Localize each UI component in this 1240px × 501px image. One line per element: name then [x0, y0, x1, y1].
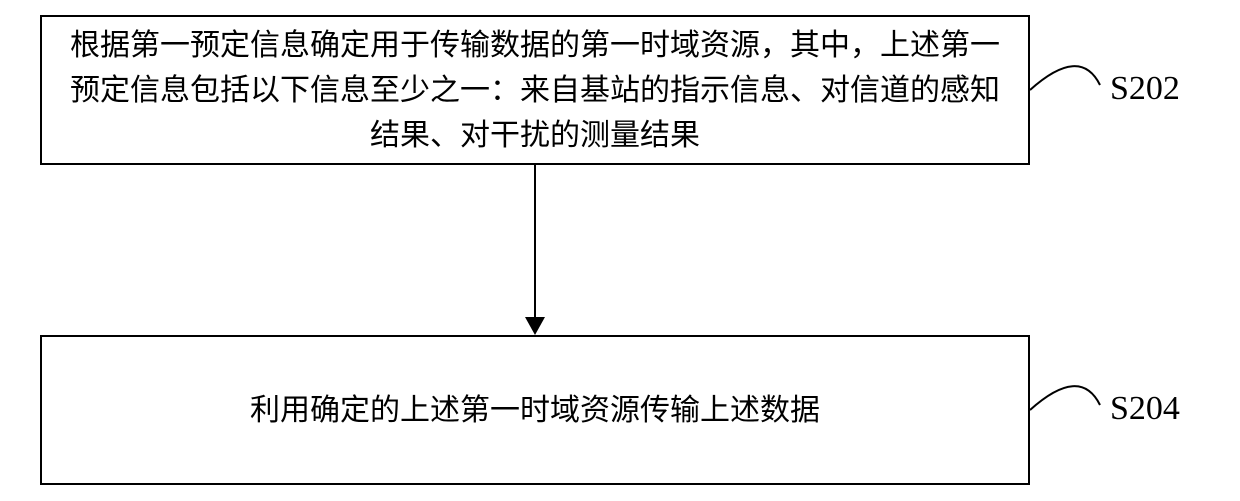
flowchart-canvas: 根据第一预定信息确定用于传输数据的第一时域资源，其中，上述第一预定信息包括以下信…: [0, 0, 1240, 501]
connector-path-s204: [1030, 386, 1100, 410]
connector-curve-s204: [0, 0, 1240, 501]
